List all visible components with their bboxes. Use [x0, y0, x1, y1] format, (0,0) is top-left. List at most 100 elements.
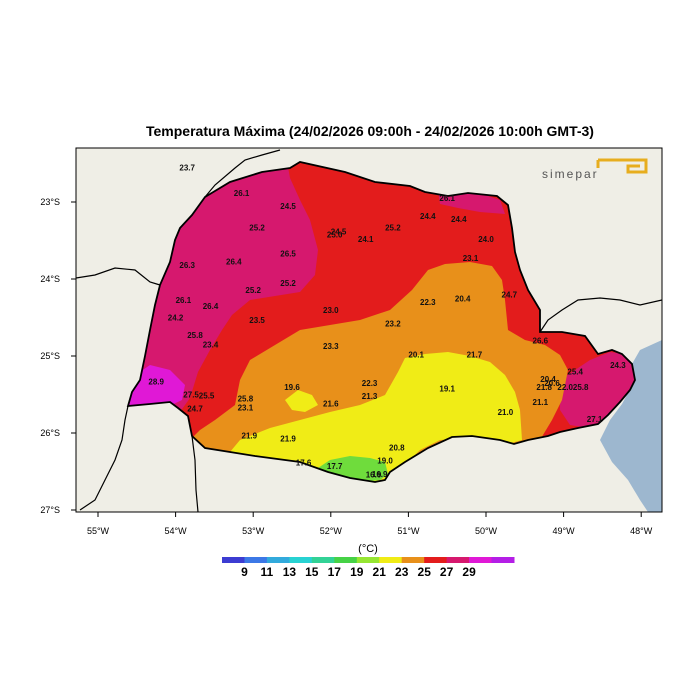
station-value: 16.9	[372, 470, 388, 479]
logo-mark-icon	[596, 158, 648, 174]
legend-swatch	[424, 557, 448, 563]
station-value: 20.4	[455, 294, 471, 303]
legend-swatch	[244, 557, 268, 563]
station-value: 24.0	[478, 235, 494, 244]
legend-swatch	[379, 557, 403, 563]
station-value: 21.8	[536, 383, 552, 392]
legend-swatch	[266, 557, 290, 563]
color-legend: (°C) 9 11 13 15 17 19 21 23 25 27 29	[222, 543, 515, 579]
station-value: 20.1	[408, 351, 424, 360]
station-value: 24.1	[358, 235, 374, 244]
legend-swatch	[222, 557, 245, 563]
station-value: 21.3	[362, 392, 378, 401]
simepar-logo: simepar	[542, 158, 648, 181]
station-value: 24.4	[451, 215, 467, 224]
legend-label: 15	[305, 565, 319, 579]
legend-swatch	[334, 557, 358, 563]
y-tick-label: 25°S	[40, 351, 60, 361]
station-value: 26.1	[234, 189, 250, 198]
station-value: 25.2	[249, 223, 265, 232]
border-north	[204, 149, 281, 198]
station-value: 22.0	[557, 383, 573, 392]
legend-swatch	[469, 557, 493, 563]
station-values: 23.726.124.525.2 24.525.024.125.224.426.1…	[148, 163, 626, 479]
station-value: 26.3	[179, 261, 195, 270]
station-value: 26.6	[533, 337, 549, 346]
legend-label: 27	[440, 565, 454, 579]
station-value: 27.5	[183, 391, 199, 400]
station-value: 23.2	[385, 320, 401, 329]
border-west	[76, 267, 161, 286]
station-value: 23.1	[463, 254, 479, 263]
x-axis: 55°W 54°W 53°W 52°W 51°W 50°W 49°W 48°W	[87, 512, 653, 536]
station-value: 26.1	[439, 194, 455, 203]
station-value: 21.1	[533, 398, 549, 407]
station-value: 17.6	[296, 458, 312, 467]
station-value: 21.9	[280, 434, 296, 443]
legend-swatch	[446, 557, 470, 563]
x-tick-label: 48°W	[630, 526, 653, 536]
legend-label: 29	[462, 565, 476, 579]
x-tick-label: 49°W	[553, 526, 576, 536]
x-tick-label: 54°W	[165, 526, 188, 536]
station-value: 19.1	[439, 384, 455, 393]
map-title: Temperatura Máxima (24/02/2026 09:00h - …	[146, 123, 594, 139]
station-value: 26.4	[203, 302, 219, 311]
station-value: 28.9	[148, 377, 164, 386]
y-axis: 23°S 24°S 25°S 26°S 27°S	[40, 197, 76, 515]
station-value: 26.1	[176, 296, 192, 305]
station-value: 24.2	[168, 314, 184, 323]
station-value: 21.6	[323, 400, 339, 409]
station-value: 20.6	[544, 379, 560, 388]
station-value: 25.0	[327, 230, 343, 239]
x-tick-label: 50°W	[475, 526, 498, 536]
border-south	[191, 435, 199, 512]
station-value: 23.5	[249, 316, 265, 325]
border-east	[539, 297, 662, 333]
legend-swatch	[289, 557, 313, 563]
station-value: 24.3	[610, 361, 626, 370]
x-tick-label: 53°W	[242, 526, 265, 536]
legend-unit: (°C)	[358, 543, 378, 555]
legend-swatch	[356, 557, 380, 563]
station-value: 19.0	[377, 457, 393, 466]
station-value: 24.5	[280, 202, 296, 211]
parana-border	[126, 161, 636, 483]
station-value: 23.0	[323, 306, 339, 315]
station-value: 25.5	[199, 391, 215, 400]
legend-swatch	[491, 557, 515, 563]
station-value: 26.4	[226, 257, 242, 266]
legend-label: 11	[261, 565, 274, 579]
x-tick-label: 55°W	[87, 526, 110, 536]
legend-label: 19	[350, 565, 364, 579]
station-value: 24.5	[331, 227, 347, 236]
legend-label: 23	[395, 565, 409, 579]
map-frame	[75, 147, 663, 513]
x-tick-label: 52°W	[320, 526, 343, 536]
station-value: 25.2	[385, 223, 401, 232]
legend-label: 21	[373, 565, 387, 579]
legend-label: 25	[418, 565, 432, 579]
station-value: 25.8	[187, 331, 203, 340]
station-value: 23.1	[238, 404, 254, 413]
station-value: 21.9	[242, 431, 258, 440]
station-value: 23.4	[203, 341, 219, 350]
legend-swatch	[311, 557, 335, 563]
legend-label: 13	[283, 565, 297, 579]
station-value: 19.6	[284, 383, 300, 392]
station-value: 23.3	[323, 342, 339, 351]
station-value: 27.1	[587, 415, 603, 424]
legend-label: 9	[241, 565, 248, 579]
station-value: 21.7	[467, 351, 483, 360]
border-southwest	[79, 405, 129, 511]
station-value: 25.8	[573, 383, 589, 392]
station-value: 25.8	[238, 394, 254, 403]
y-tick-label: 27°S	[40, 505, 60, 515]
y-tick-label: 26°S	[40, 428, 60, 438]
station-value: 20.8	[389, 444, 405, 453]
y-tick-label: 23°S	[40, 197, 60, 207]
legend-swatch	[401, 557, 425, 563]
station-value: 24.7	[502, 290, 518, 299]
station-value: 24.4	[420, 212, 436, 221]
